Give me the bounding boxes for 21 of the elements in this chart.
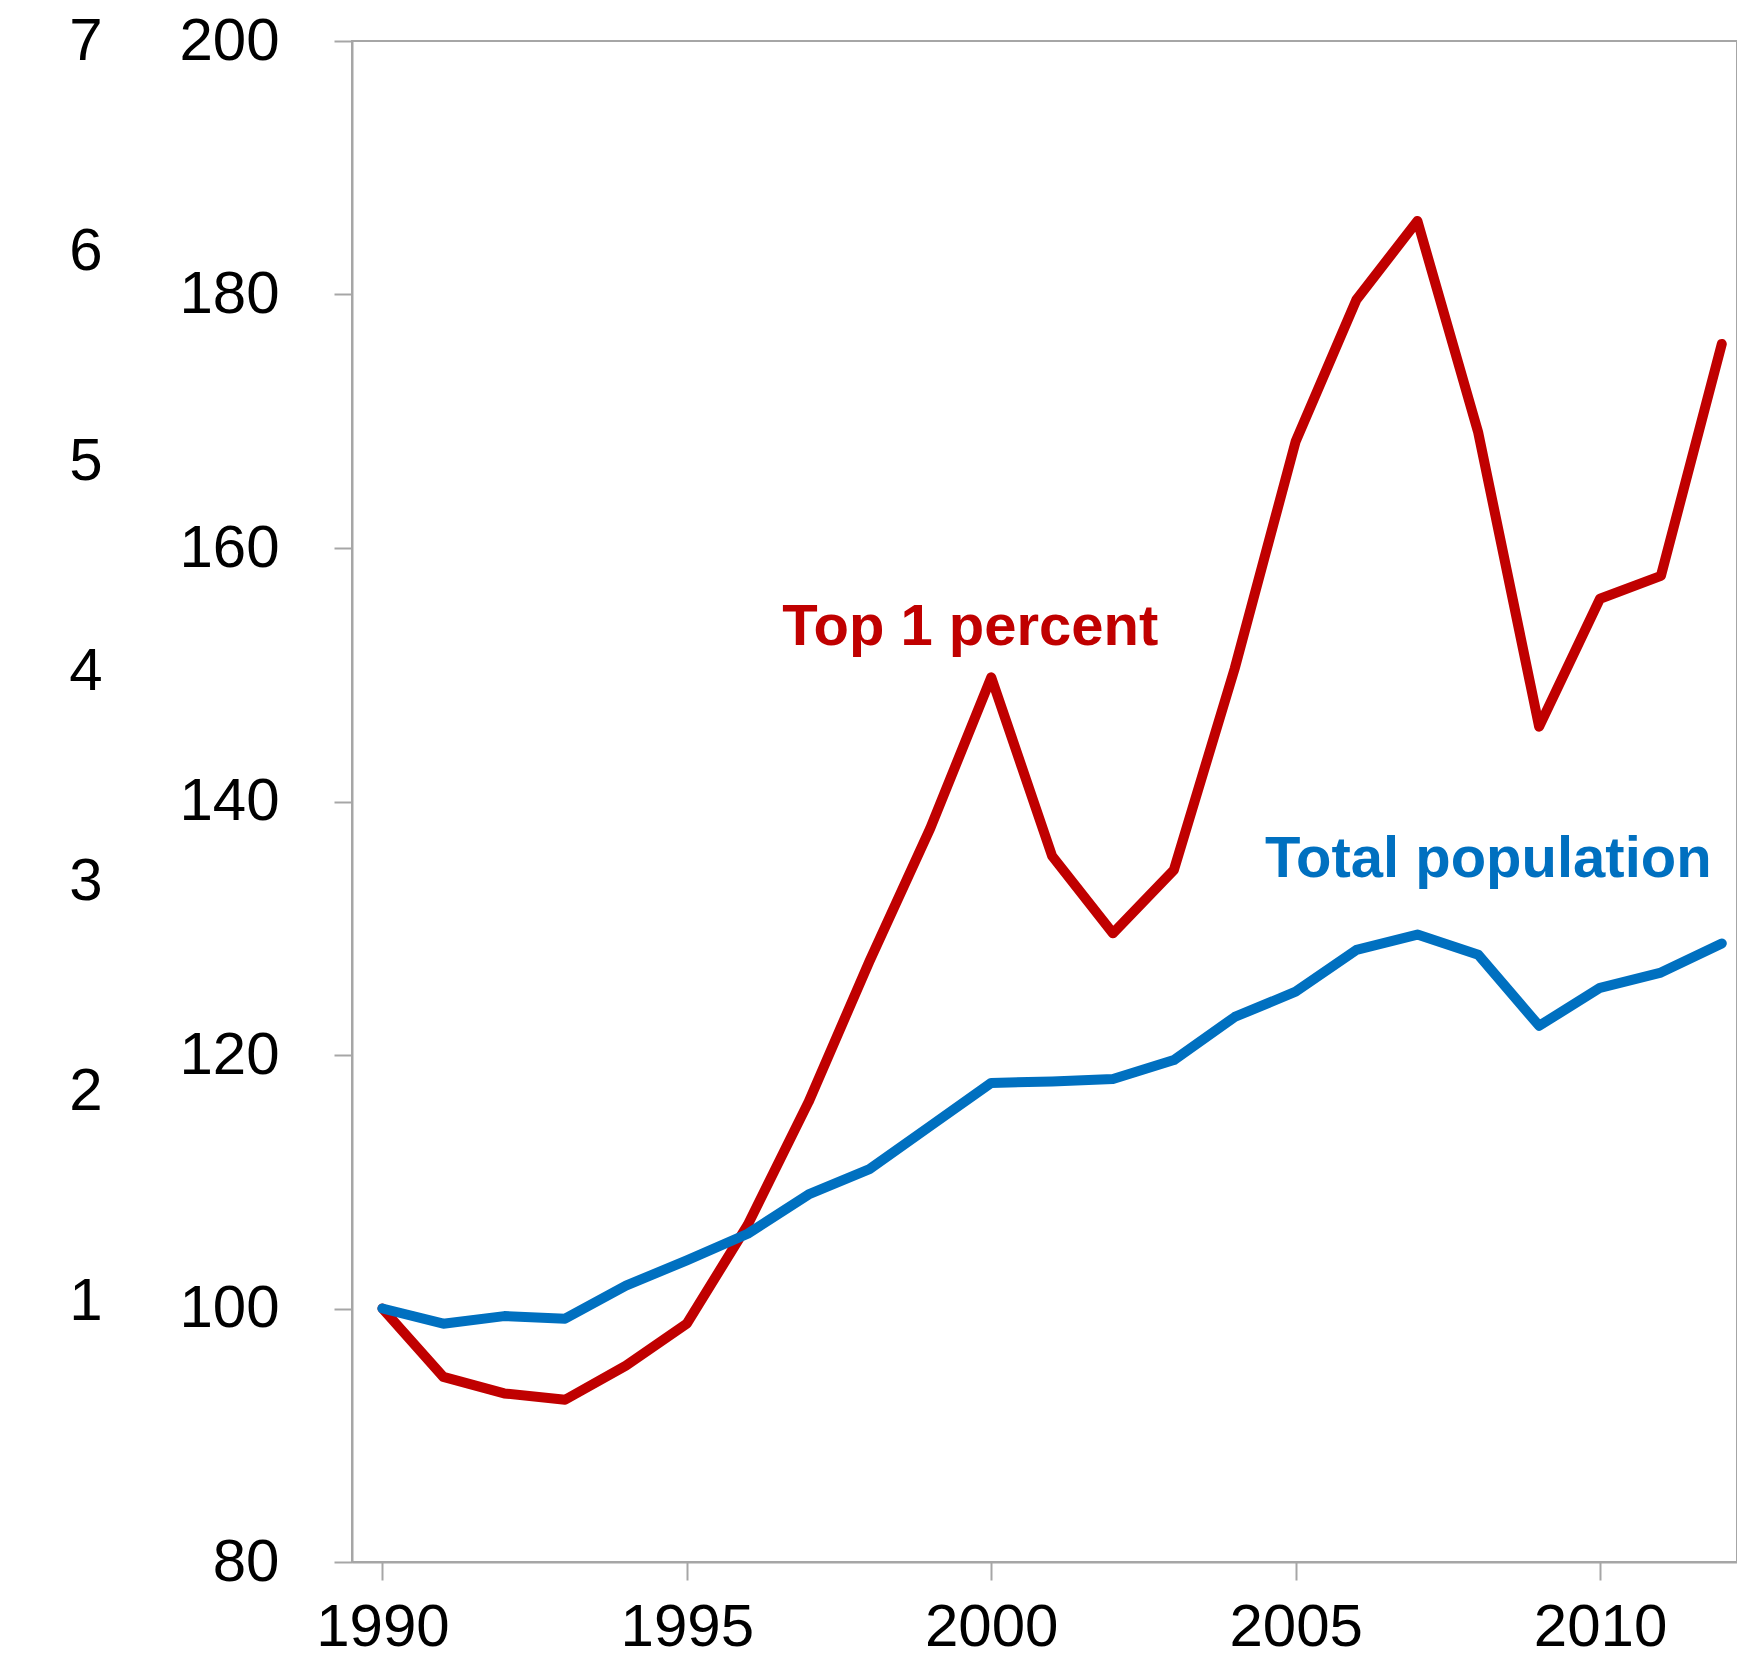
y2-tick-label: 3 <box>69 845 103 913</box>
y-tick-label: 120 <box>179 1019 280 1087</box>
y2-tick-label: 6 <box>69 215 103 283</box>
y-tick-label: 160 <box>179 512 280 580</box>
series-label: Total population <box>1264 823 1712 889</box>
y-tick-label: 100 <box>179 1273 280 1340</box>
y-tick-label: 80 <box>212 1526 280 1594</box>
y2-tick-label: 7 <box>69 5 103 73</box>
y-tick-label: 140 <box>179 766 280 833</box>
y-tick-label: 180 <box>179 259 280 326</box>
x-tick-label: 2000 <box>924 1591 1059 1659</box>
y2-tick-label: 2 <box>69 1055 103 1123</box>
x-tick-label: 1995 <box>620 1591 755 1659</box>
y2-tick-label: 1 <box>69 1266 103 1333</box>
y-tick-label: 200 <box>179 5 280 73</box>
series-label: Top 1 percent <box>782 592 1159 658</box>
x-tick-label: 1990 <box>316 1591 450 1659</box>
y2-tick-label: 5 <box>69 425 103 493</box>
x-tick-label: 2005 <box>1229 1591 1363 1659</box>
y2-tick-label: 4 <box>69 635 103 703</box>
x-tick-label: 2010 <box>1533 1591 1668 1659</box>
